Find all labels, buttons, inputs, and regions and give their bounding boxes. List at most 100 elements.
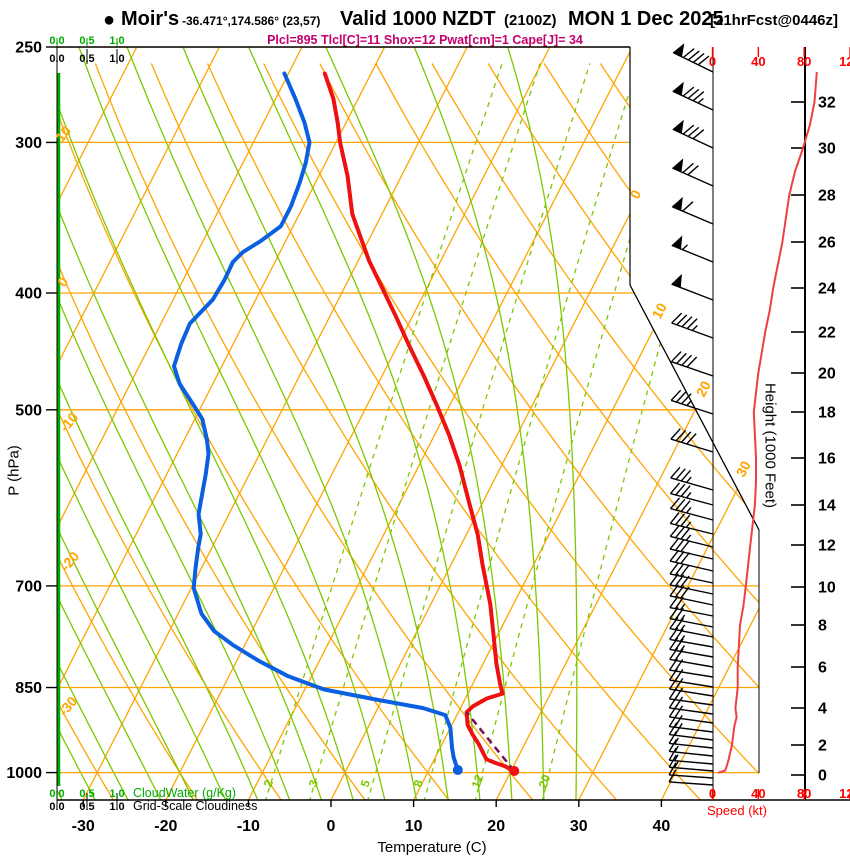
cloudiness-scale-label-top: 1.0 — [109, 53, 124, 65]
isotherm-label: 0 — [627, 187, 645, 202]
wind-barb — [668, 731, 714, 749]
temperature-axis-title: Temperature (C) — [377, 839, 487, 856]
cloudiness-scale-label-bottom: 0.5 — [79, 801, 94, 813]
zulu-time: (2100Z) — [504, 12, 557, 29]
speed-tick-label-bottom: 80 — [797, 786, 811, 801]
temperature-tick-label: 30 — [570, 818, 588, 835]
height-tick-label: 8 — [818, 618, 827, 635]
mixing-ratio-label: 8 — [411, 778, 427, 789]
wind-barbs — [668, 43, 714, 786]
wind-barb — [669, 537, 714, 560]
speed-tick-label-bottom: 120 — [839, 786, 850, 801]
height-tick-label: 20 — [818, 366, 836, 383]
mixing-ratio-lines — [264, 63, 739, 800]
wind-barb — [669, 573, 714, 595]
moist-adiabat-lines — [57, 47, 578, 800]
wind-barb — [669, 637, 714, 658]
isotherm-lines — [57, 47, 759, 800]
temperature-tick-label: 20 — [487, 818, 505, 835]
speed-tick-label-bottom: 0 — [709, 786, 716, 801]
wind-barb — [668, 747, 714, 765]
height-tick-label: 2 — [818, 738, 827, 755]
pressure-tick-label: 700 — [15, 578, 42, 595]
temperature-tick-label: -20 — [154, 818, 177, 835]
pressure-tick-label: 400 — [15, 285, 42, 302]
pressure-tick-label: 850 — [15, 680, 42, 697]
wind-barb — [669, 525, 714, 548]
wind-barb — [671, 312, 714, 339]
plot-area — [57, 47, 759, 800]
wind-barb — [668, 686, 714, 706]
isotherm-label: 10 — [649, 300, 671, 321]
pressure-lines — [57, 47, 759, 774]
valid-date: MON 1 Dec 2025 — [568, 8, 724, 30]
temperature-tick-label: 10 — [405, 818, 423, 835]
wind-barb — [670, 351, 714, 377]
speed-tick-label-top: 120 — [839, 54, 850, 69]
height-tick-label: 24 — [818, 281, 836, 298]
isotherm-label: 30 — [733, 458, 755, 479]
height-tick-label: 30 — [818, 141, 836, 158]
mixing-ratio-label: 12 — [469, 772, 487, 790]
height-tick-label: 22 — [818, 325, 836, 342]
wind-barb — [668, 677, 714, 697]
station-bullet: ● — [103, 9, 116, 31]
wind-barb — [669, 616, 714, 638]
pressure-tick-label: 500 — [15, 402, 42, 419]
wind-barb — [668, 704, 714, 724]
surface-dots — [452, 764, 520, 777]
speed-tick-label-bottom: 40 — [751, 786, 765, 801]
mixing-ratio-label: 20 — [536, 772, 554, 790]
wind-barb — [669, 482, 714, 506]
surface-temperature-dot — [509, 766, 520, 777]
temperature-tick-label: 40 — [653, 818, 671, 835]
cloudiness-axis-title: Grid-Scale Cloudiness — [133, 799, 258, 813]
wind-barb — [670, 273, 714, 301]
mixing-ratio-label: 2 — [261, 778, 277, 789]
temperature-curve — [322, 71, 517, 773]
pressure-axis: 250 300 400 500 700 850 1000 — [6, 40, 57, 782]
height-axis-title: Height (1000 Feet) — [761, 382, 779, 509]
height-tick-label: 14 — [818, 498, 836, 515]
wind-barb — [669, 549, 714, 572]
height-tick-label: 0 — [818, 768, 827, 785]
wind-barb — [668, 762, 714, 779]
wind-barb — [669, 584, 714, 606]
wind-barb — [668, 714, 714, 733]
cloudiness-scale-label-bottom: 1.0 — [109, 801, 124, 813]
wind-barb — [669, 497, 714, 521]
valid-time: Valid 1000 NZDT — [340, 8, 496, 30]
wind-barb — [668, 739, 714, 757]
cloudiness-scale-label-bottom: 0.0 — [49, 801, 64, 813]
plot-frame — [56, 46, 850, 801]
wind-barb — [669, 512, 714, 535]
wind-barb — [668, 668, 714, 688]
mixing-ratio-label: 5 — [358, 778, 374, 789]
height-tick-label: 10 — [818, 580, 836, 597]
wind-barb — [668, 658, 714, 678]
wind-barb — [671, 196, 714, 225]
wind-barb — [671, 235, 714, 263]
parcel-path — [465, 711, 516, 772]
speed-axis-title: Speed (kt) — [707, 803, 767, 818]
surface-dewpoint-dot — [452, 764, 463, 775]
wind-barb — [672, 81, 714, 111]
wind-barb — [669, 627, 714, 648]
isotherm-labels: 0 10 20 30 — [627, 187, 755, 480]
cloudiness-scale-label-top: 0.0 — [49, 53, 64, 65]
station-name: Moir's — [121, 8, 180, 30]
isotherm-label: 20 — [693, 378, 715, 399]
wind-barb — [669, 595, 714, 617]
wind-barb — [672, 43, 714, 73]
mixing-ratio-label: 3 — [306, 778, 322, 789]
speed-axis: 0040408080120120 — [709, 47, 850, 801]
height-tick-label: 4 — [818, 701, 827, 718]
wind-barb — [669, 647, 714, 668]
wind-barb — [668, 769, 714, 786]
wind-barb — [670, 389, 714, 415]
pressure-tick-label: 300 — [15, 135, 42, 152]
pressure-tick-label: 1000 — [6, 765, 42, 782]
